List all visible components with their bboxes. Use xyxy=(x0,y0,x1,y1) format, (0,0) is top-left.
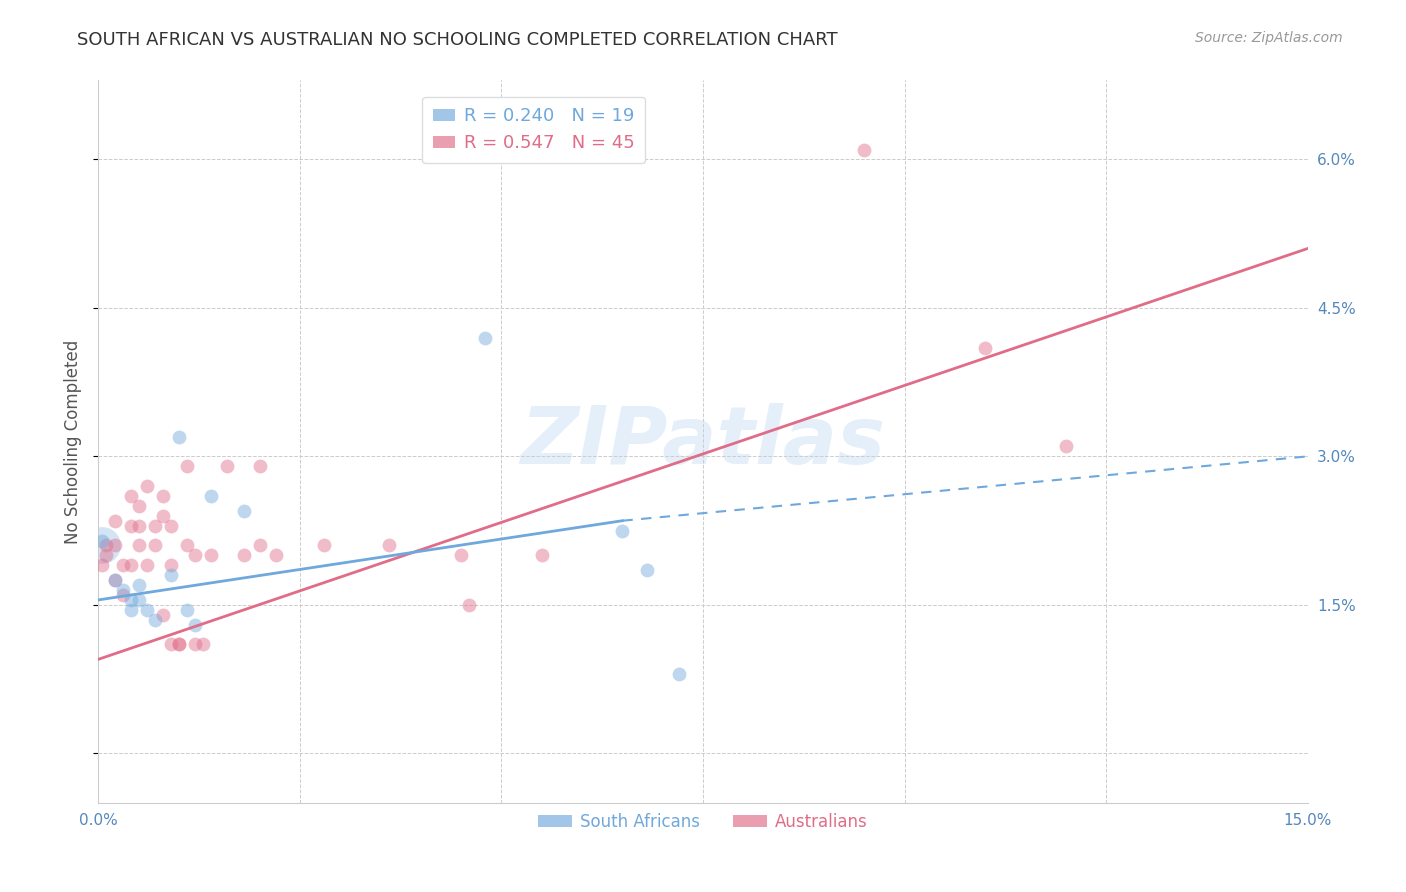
Point xyxy=(120,593,142,607)
Text: ZIPatlas: ZIPatlas xyxy=(520,402,886,481)
Point xyxy=(128,499,150,513)
Point xyxy=(1054,440,1077,454)
Point xyxy=(160,518,183,533)
Point xyxy=(636,563,658,577)
Legend: South Africans, Australians: South Africans, Australians xyxy=(531,806,875,838)
Text: Source: ZipAtlas.com: Source: ZipAtlas.com xyxy=(1195,31,1343,45)
Point xyxy=(103,573,125,587)
Point xyxy=(135,603,157,617)
Point xyxy=(111,582,134,597)
Point xyxy=(377,539,399,553)
Point xyxy=(160,637,183,651)
Point xyxy=(152,508,174,523)
Point xyxy=(314,539,336,553)
Point xyxy=(160,568,183,582)
Point xyxy=(143,539,166,553)
Point xyxy=(128,593,150,607)
Point xyxy=(450,549,472,563)
Point xyxy=(120,518,142,533)
Point xyxy=(167,637,190,651)
Y-axis label: No Schooling Completed: No Schooling Completed xyxy=(65,340,83,543)
Point xyxy=(200,549,222,563)
Point xyxy=(176,539,198,553)
Point xyxy=(200,489,222,503)
Point xyxy=(103,514,125,528)
Point xyxy=(974,341,997,355)
Point xyxy=(668,667,690,681)
Point xyxy=(152,607,174,622)
Point xyxy=(128,518,150,533)
Point xyxy=(120,603,142,617)
Point xyxy=(176,603,198,617)
Point xyxy=(474,330,496,344)
Point xyxy=(264,549,287,563)
Point xyxy=(458,598,481,612)
Point xyxy=(249,459,271,474)
Point xyxy=(167,637,190,651)
Point xyxy=(120,558,142,573)
Point xyxy=(217,459,239,474)
Point xyxy=(103,573,125,587)
Point xyxy=(152,489,174,503)
Point xyxy=(135,558,157,573)
Point xyxy=(160,558,183,573)
Point xyxy=(176,459,198,474)
Point xyxy=(103,539,125,553)
Point xyxy=(184,549,207,563)
Point xyxy=(111,558,134,573)
Point xyxy=(193,637,215,651)
Point xyxy=(128,539,150,553)
Point xyxy=(853,143,876,157)
Point xyxy=(612,524,634,538)
Point xyxy=(184,617,207,632)
Point xyxy=(249,539,271,553)
Point xyxy=(128,578,150,592)
Point xyxy=(530,549,553,563)
Point xyxy=(167,429,190,443)
Point xyxy=(184,637,207,651)
Point xyxy=(96,539,118,553)
Point xyxy=(96,549,118,563)
Point xyxy=(91,533,114,548)
Point xyxy=(120,489,142,503)
Point xyxy=(91,558,114,573)
Point xyxy=(135,479,157,493)
Point xyxy=(232,504,254,518)
Point xyxy=(143,613,166,627)
Point xyxy=(232,549,254,563)
Text: SOUTH AFRICAN VS AUSTRALIAN NO SCHOOLING COMPLETED CORRELATION CHART: SOUTH AFRICAN VS AUSTRALIAN NO SCHOOLING… xyxy=(77,31,838,49)
Point xyxy=(91,539,114,553)
Point xyxy=(111,588,134,602)
Point xyxy=(143,518,166,533)
